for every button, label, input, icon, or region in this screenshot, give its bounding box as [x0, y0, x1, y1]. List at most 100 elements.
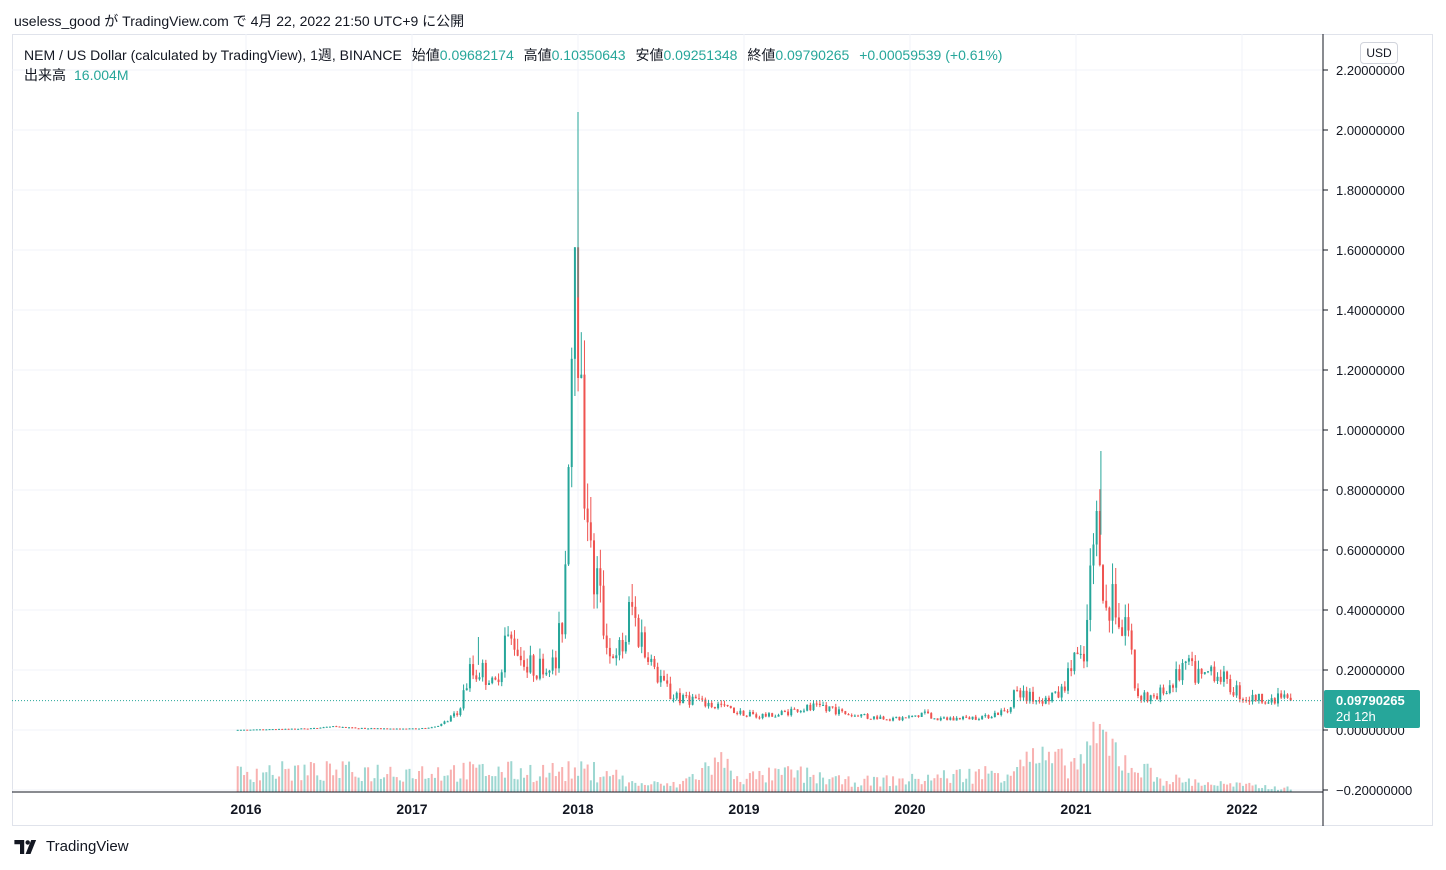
- volume-bar: [764, 782, 767, 792]
- candle-body: [783, 711, 786, 713]
- volume-bar: [799, 766, 802, 792]
- y-tick-label: 1.00000000: [1336, 423, 1405, 438]
- candle-body: [386, 728, 389, 730]
- volume-bar: [977, 769, 980, 792]
- candle-body: [1213, 666, 1216, 682]
- volume-bar: [325, 761, 328, 792]
- volume-bar: [1264, 785, 1267, 792]
- candle-body: [876, 716, 879, 719]
- candle-body: [1159, 687, 1162, 700]
- candle-body: [793, 708, 796, 710]
- candle-body: [1102, 565, 1105, 601]
- candle-body: [1060, 686, 1063, 698]
- volume-bar: [246, 771, 249, 792]
- volume-bar: [523, 777, 526, 792]
- volume-bar: [812, 774, 815, 792]
- close-value: 0.09790265: [775, 47, 850, 63]
- volume-bar: [1159, 778, 1162, 792]
- volume-bar: [930, 780, 933, 792]
- volume-bar: [297, 765, 300, 792]
- candle-body: [850, 715, 853, 717]
- candle-body: [1041, 701, 1044, 704]
- candle-body: [771, 713, 774, 717]
- volume-bar: [958, 769, 961, 792]
- candle-body: [1219, 676, 1222, 682]
- volume-bar: [389, 766, 392, 792]
- candle-body: [653, 658, 656, 667]
- volume-bar: [624, 786, 627, 792]
- volume-bar: [1156, 777, 1159, 792]
- candle-body: [863, 714, 866, 716]
- high-label: 高値: [523, 47, 552, 63]
- volume-bar: [618, 779, 621, 792]
- volume-bar: [1194, 779, 1197, 792]
- candle-body: [290, 728, 293, 730]
- candle-body: [984, 715, 987, 717]
- volume-label: 出来高: [24, 67, 66, 83]
- volume-bar: [1016, 767, 1019, 792]
- volume-bar: [481, 763, 484, 792]
- volume-bar: [379, 778, 382, 792]
- candle-body: [882, 716, 885, 720]
- candle-body: [554, 657, 557, 669]
- symbol-description[interactable]: NEM / US Dollar (calculated by TradingVi…: [24, 47, 402, 63]
- candle-body: [427, 727, 430, 729]
- candle-body: [1261, 693, 1264, 703]
- candle-body: [812, 703, 815, 711]
- candle-body: [923, 711, 926, 713]
- volume-bar: [465, 779, 468, 792]
- volume-bar: [1127, 772, 1130, 792]
- candle-body: [1245, 699, 1248, 701]
- volume-bar: [933, 778, 936, 792]
- candle-body: [879, 716, 882, 719]
- volume-bar: [392, 776, 395, 792]
- candle-body: [293, 728, 296, 730]
- volume-bar: [1038, 762, 1041, 792]
- volume-bar: [1197, 782, 1200, 792]
- volume-bar: [790, 769, 793, 792]
- candle-body: [265, 729, 268, 731]
- volume-bar: [1086, 741, 1089, 792]
- volume-bar: [1235, 782, 1238, 792]
- candle-body: [640, 632, 643, 647]
- volume-bar: [1108, 755, 1111, 792]
- candle-body: [1283, 694, 1286, 698]
- candle-body: [1006, 711, 1009, 713]
- tradingview-brand[interactable]: TradingView: [14, 838, 129, 855]
- volume-bar: [1273, 786, 1276, 792]
- volume-bar: [462, 762, 465, 792]
- candle-body: [443, 721, 446, 724]
- volume-bar: [526, 774, 529, 792]
- y-tick-label: 0.80000000: [1336, 483, 1405, 498]
- candle-body: [974, 716, 977, 720]
- candle-body: [907, 716, 910, 718]
- volume-bar: [478, 764, 481, 792]
- volume-bar: [1082, 763, 1085, 792]
- ohlc-legend: NEM / US Dollar (calculated by TradingVi…: [24, 45, 1002, 65]
- candle-body: [634, 606, 637, 618]
- candle-body: [322, 727, 325, 729]
- volume-bar: [863, 778, 866, 792]
- candle-body: [1165, 693, 1168, 695]
- volume-bar: [405, 769, 408, 792]
- candle-body: [659, 675, 662, 683]
- candle-body: [316, 727, 319, 729]
- volume-bar: [421, 766, 424, 792]
- candle-body: [755, 714, 758, 718]
- volume-bar: [717, 762, 720, 792]
- candle-body: [618, 639, 621, 656]
- candle-body: [834, 707, 837, 715]
- candle-body: [1098, 511, 1101, 566]
- volume-bar: [888, 786, 891, 792]
- price-chart[interactable]: 2.20000000 2.00000000 1.80000000 1.60000000…: [12, 34, 1433, 826]
- currency-button[interactable]: USD: [1360, 42, 1398, 64]
- candle-body: [1121, 627, 1124, 636]
- volume-bar: [802, 782, 805, 792]
- change-value: +0.00059539 (+0.61%): [859, 47, 1003, 63]
- candle-body: [1222, 671, 1225, 682]
- volume-bar: [1137, 772, 1140, 792]
- volume-bar: [1254, 784, 1257, 792]
- volume-bar: [1047, 751, 1050, 792]
- candle-body: [971, 716, 974, 720]
- volume-bar: [418, 770, 421, 792]
